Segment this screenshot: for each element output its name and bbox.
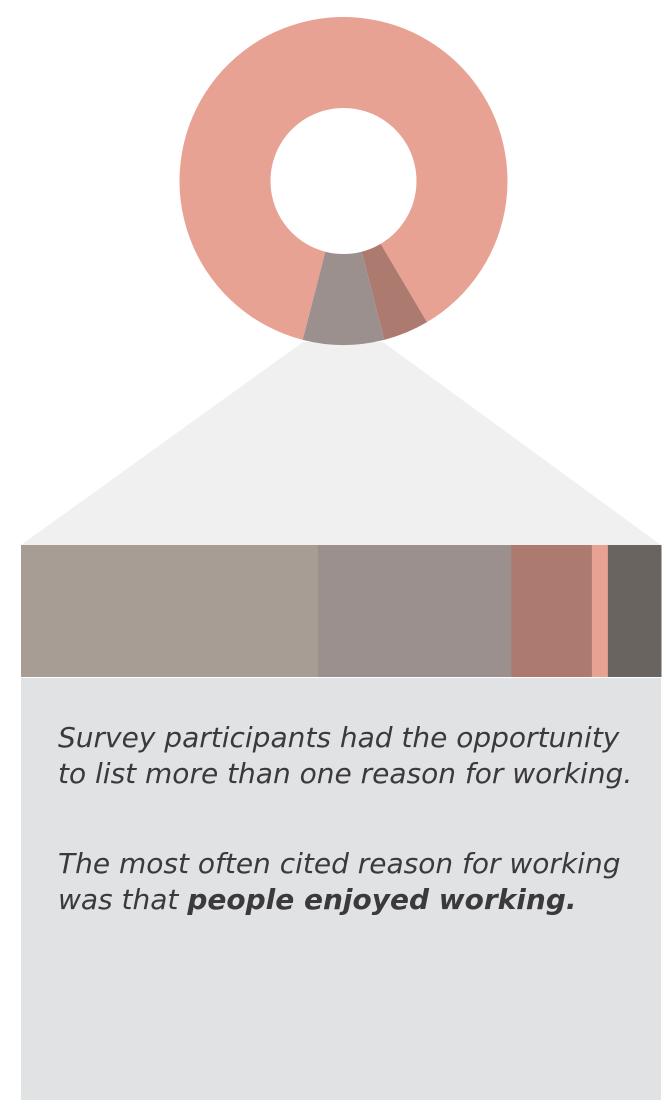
bar-segment-4 [591,545,609,677]
paragraph-1: Survey participants had the opportunity … [58,721,633,790]
bar-segment-2 [317,545,512,677]
paragraph-2-emphasis: people enjoyed working. [187,883,577,916]
bar-segment-1 [21,545,319,677]
donut-slice-1 [179,16,508,340]
text-panel: Survey participants had the opportunity … [21,678,661,1100]
donut-slice-2 [361,243,427,340]
bar-segment-5 [607,545,662,677]
bar-segment-3 [511,545,593,677]
stacked-bar [21,545,662,677]
donut-slice-3 [302,251,385,345]
donut-chart [179,16,508,345]
paragraph-2-lead: The most often cited reason for working … [58,847,621,916]
paragraph-2: The most often cited reason for working … [58,846,648,918]
callout-wedge [21,342,661,545]
